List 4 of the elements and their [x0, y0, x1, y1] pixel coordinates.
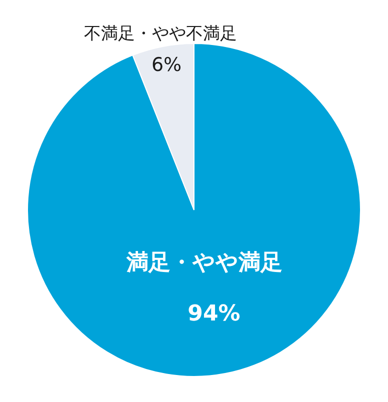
data-label: 94%: [188, 301, 240, 326]
data-label: 6%: [151, 54, 182, 76]
slice-label: 満足・やや満足: [125, 250, 282, 276]
slice-label: 不満足・やや不満足: [84, 24, 238, 44]
